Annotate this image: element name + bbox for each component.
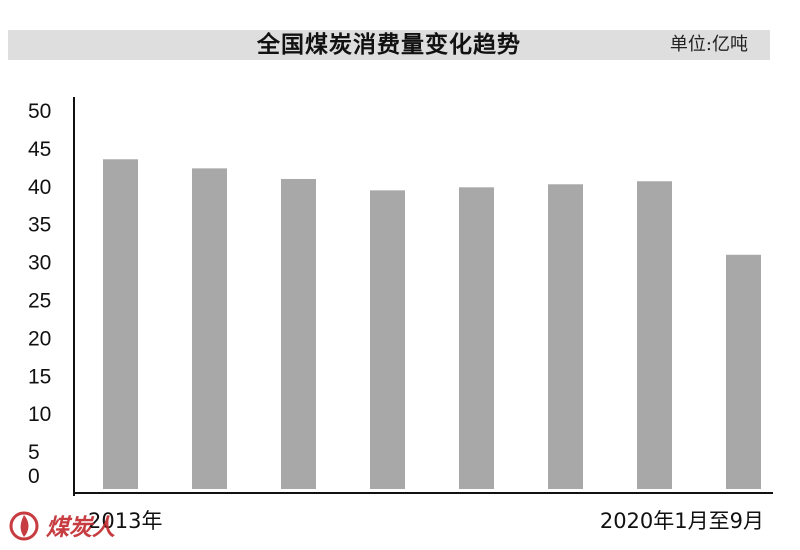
brand-logo: 煤炭人 xyxy=(9,511,115,541)
y-tick-label: 40 xyxy=(28,176,51,199)
bar xyxy=(370,190,405,489)
logo-text: 煤炭人 xyxy=(46,514,115,541)
chart-title: 全国煤炭消费量变化趋势 xyxy=(257,32,521,58)
y-tick-label: 5 xyxy=(28,441,40,464)
unit-label: 单位:亿吨 xyxy=(669,34,748,55)
y-tick-label: 35 xyxy=(28,214,51,237)
y-axis-ticks: 05 10 15 20 25 30 35 40 45 50 xyxy=(28,100,51,488)
y-tick-label: 10 xyxy=(28,403,51,426)
y-tick-label: 45 xyxy=(28,138,51,161)
bar xyxy=(281,178,316,489)
y-tick-label: 20 xyxy=(28,327,51,350)
x-start-label: 2013年 xyxy=(88,509,162,533)
x-axis-labels: 2013年 2020年1月至9月 xyxy=(88,509,764,533)
bar xyxy=(548,184,583,489)
y-tick-label: 15 xyxy=(28,365,51,388)
y-tick-label: 30 xyxy=(28,252,51,275)
flame-icon xyxy=(9,511,39,541)
bar xyxy=(459,187,494,490)
bar xyxy=(637,181,672,489)
bars xyxy=(103,159,761,490)
bar xyxy=(192,168,227,489)
title-band: 全国煤炭消费量变化趋势 单位:亿吨 xyxy=(8,30,770,60)
y-tick-label: 50 xyxy=(28,100,51,123)
bar xyxy=(103,159,138,489)
x-end-label: 2020年1月至9月 xyxy=(600,509,764,533)
y-tick-label: 0 xyxy=(28,465,40,488)
y-tick-label: 25 xyxy=(28,290,51,313)
bar xyxy=(726,254,761,489)
